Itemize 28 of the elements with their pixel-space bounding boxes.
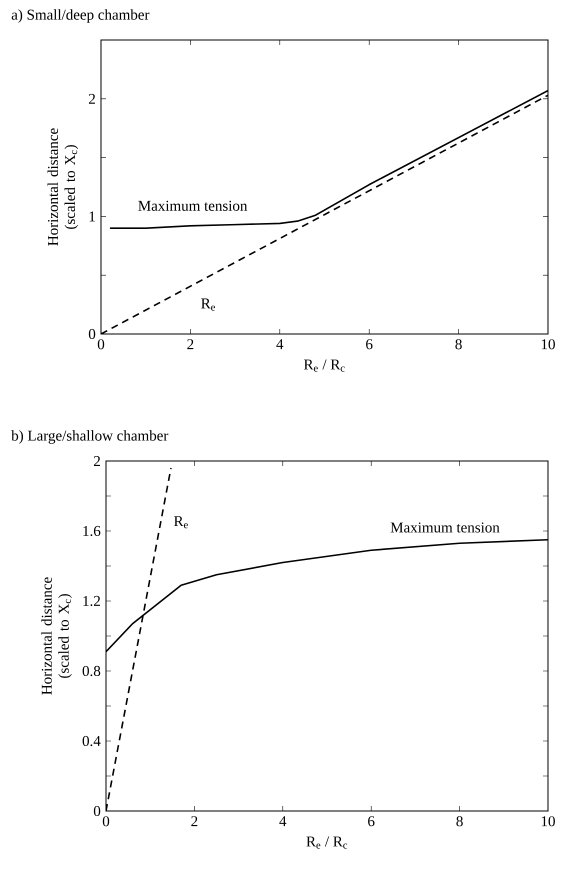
x-tick-label: 4 (279, 816, 286, 826)
y-tick-label: 2 (88, 94, 95, 104)
series-label: R$_{e}$ (201, 298, 215, 311)
x-tick-label: 6 (366, 339, 372, 350)
x-tick-label: 2 (191, 816, 198, 826)
y-tick-label: 0.4 (82, 736, 101, 746)
y-tick-label: 2 (94, 456, 100, 466)
x-tick-label: 8 (456, 816, 463, 826)
y-tick-label: 1 (90, 211, 95, 222)
x-tick-label: 2 (187, 339, 194, 350)
y-tick-label: 0.8 (82, 666, 100, 676)
y-tick-label: 1.6 (83, 526, 100, 536)
chart-title: a) Small/deep chamber (12, 9, 150, 23)
y-tick-label: 1.2 (83, 596, 100, 606)
x-axis-title: R$_{e}$ / R$_{c}$ (304, 360, 345, 372)
x-tick-label: 10 (542, 816, 555, 826)
series-label: R$_{e}$ (174, 516, 188, 528)
x-tick-label: 10 (542, 339, 555, 350)
x-axis-title: R$_{e}$ / R$_{c}$ (306, 836, 348, 849)
chart-title: b) Large/shallow chamber (11, 430, 168, 444)
x-tick-label: 0 (102, 816, 110, 826)
x-tick-label: 4 (276, 339, 284, 350)
y-tick-label: 0 (94, 806, 100, 816)
x-tick-label: 8 (455, 339, 462, 350)
x-tick-label: 6 (368, 816, 374, 826)
series-label: Maximum tension (138, 200, 248, 211)
series-label: Maximum tension (390, 522, 500, 533)
y-tick-label: 0 (88, 328, 96, 340)
